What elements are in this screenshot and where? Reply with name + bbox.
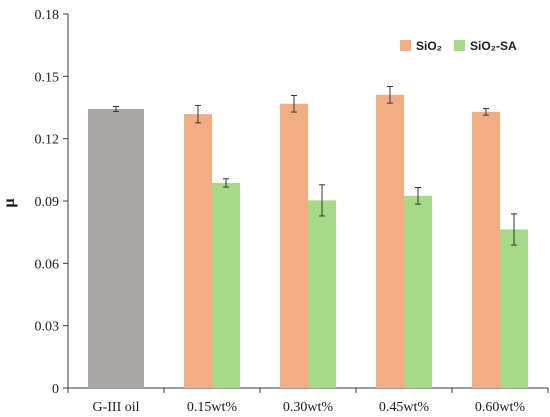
y-tick-label: 0.12 bbox=[35, 133, 60, 148]
bar-baseline bbox=[88, 108, 144, 389]
bar-sio2-4 bbox=[472, 111, 500, 388]
error-bars bbox=[113, 86, 517, 246]
legend-label-sio2-sa: SiO₂-SA bbox=[470, 39, 517, 53]
x-tick-label: 0.45wt% bbox=[379, 400, 430, 415]
y-tick-label: 0.15 bbox=[35, 70, 60, 85]
y-tick-label: 0.03 bbox=[35, 320, 60, 335]
y-tick-label: 0.06 bbox=[35, 257, 60, 272]
bar-sio2-sa-4 bbox=[500, 229, 528, 388]
legend-swatch-sio2-sa bbox=[454, 40, 465, 51]
x-tick-label: 0.30wt% bbox=[283, 400, 334, 415]
legend: SiO₂ SiO₂-SA bbox=[400, 39, 517, 53]
legend-label-sio2: SiO₂ bbox=[416, 39, 442, 53]
bar-sio2-2 bbox=[280, 103, 308, 388]
y-axis-label: μ bbox=[1, 198, 18, 207]
bar-sio2-1 bbox=[184, 114, 212, 388]
x-tick-label: 0.15wt% bbox=[187, 400, 238, 415]
bar-sio2-sa-2 bbox=[308, 200, 336, 388]
bar-sio2-sa-3 bbox=[404, 195, 432, 388]
bars bbox=[88, 94, 528, 389]
bar-sio2-3 bbox=[376, 94, 404, 388]
bar-sio2-sa-1 bbox=[212, 182, 240, 388]
y-ticks: 0 0.03 0.06 0.09 0.12 0.15 0.18 bbox=[35, 8, 68, 397]
x-ticks: G-III oil 0.15wt% 0.30wt% 0.45wt% 0.60wt% bbox=[67, 388, 549, 415]
y-tick-label: 0.18 bbox=[35, 8, 60, 23]
legend-swatch-sio2 bbox=[400, 40, 411, 51]
y-tick-label: 0.09 bbox=[35, 195, 60, 210]
x-tick-label: G-III oil bbox=[92, 400, 139, 415]
x-tick-label: 0.60wt% bbox=[475, 400, 526, 415]
y-tick-label: 0 bbox=[52, 382, 59, 397]
